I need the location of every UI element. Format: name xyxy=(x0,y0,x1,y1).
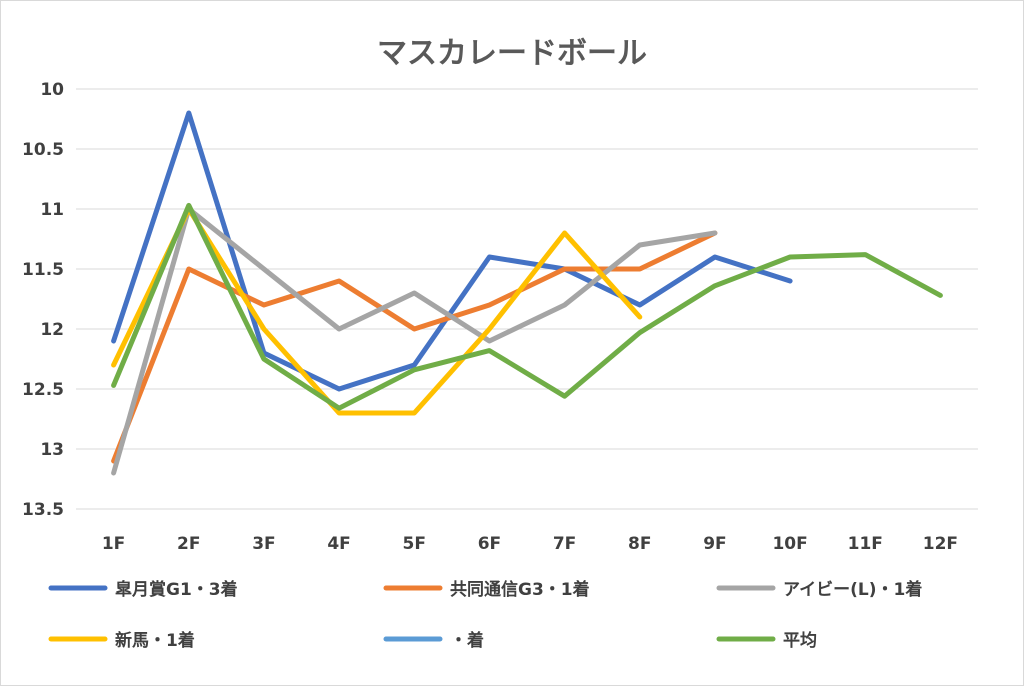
series-lines xyxy=(111,110,943,476)
y-axis-tick-labels: 10 10.5 11 11.5 12 12.5 13 13.5 xyxy=(22,80,64,520)
legend-label: 皐月賞G1・3着 xyxy=(115,579,238,600)
gridlines xyxy=(76,88,978,510)
x-tick-label: 1F xyxy=(102,534,125,554)
y-tick-label: 10 xyxy=(40,80,64,100)
y-tick-label: 10.5 xyxy=(22,140,64,160)
x-tick-label: 3F xyxy=(252,534,275,554)
x-tick-label: 6F xyxy=(478,534,501,554)
x-tick-label: 10F xyxy=(772,534,807,554)
series-line xyxy=(111,110,793,392)
legend-label: 共同通信G3・1着 xyxy=(450,579,590,600)
y-tick-label: 13.5 xyxy=(22,500,64,520)
x-tick-label: 5F xyxy=(403,534,426,554)
x-tick-label: 4F xyxy=(327,534,350,554)
x-tick-label: 8F xyxy=(628,534,651,554)
legend-label: アイビー(L)・1着 xyxy=(783,579,922,600)
x-tick-label: 2F xyxy=(177,534,200,554)
x-tick-label: 11F xyxy=(848,534,883,554)
y-tick-label: 13 xyxy=(40,440,64,460)
y-tick-label: 11 xyxy=(40,200,64,220)
x-tick-label: 12F xyxy=(923,534,958,554)
legend-label: 平均 xyxy=(783,630,817,651)
y-tick-label: 12 xyxy=(40,320,64,340)
y-tick-label: 11.5 xyxy=(22,260,64,280)
y-tick-label: 12.5 xyxy=(22,380,64,400)
x-axis-tick-labels: 1F 2F 3F 4F 5F 6F 7F 8F 9F 10F 11F 12F xyxy=(102,534,958,554)
chart-title: マスカレードボール xyxy=(377,36,647,71)
series-line xyxy=(111,206,718,476)
series-line xyxy=(111,230,718,464)
legend-label: ・着 xyxy=(450,630,484,651)
x-tick-label: 7F xyxy=(553,534,576,554)
legend-label: 新馬・1着 xyxy=(115,630,195,651)
x-tick-label: 9F xyxy=(703,534,726,554)
series-line xyxy=(111,202,943,411)
